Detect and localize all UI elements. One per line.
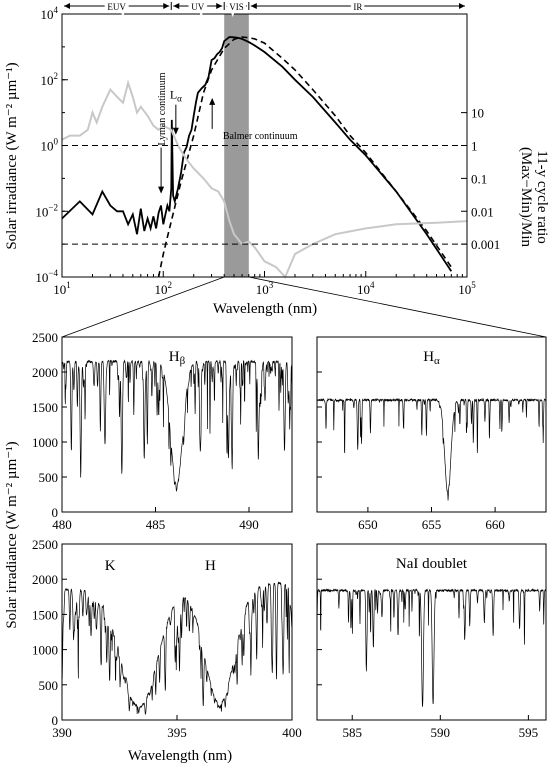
x-tick-label-3-1: 395 — [167, 725, 187, 740]
zoom-connector-right — [248, 276, 547, 338]
x-tick-label-1-1: 485 — [146, 517, 166, 532]
band-arrow-right-1 — [216, 3, 223, 9]
panel-title-4: NaI doublet — [396, 556, 468, 572]
lower-y-axis-label: Solar irradiance (W m⁻² µm⁻¹) — [4, 441, 20, 628]
spectrum-series-0 — [61, 36, 453, 272]
x-tick-label-2-1: 655 — [422, 517, 442, 532]
x-tick-label-3-2: 400 — [282, 725, 302, 740]
spectrum-series-1 — [157, 36, 452, 278]
y-tick-label-3-4: 2000 — [32, 572, 58, 587]
main-x-tick-label-4: 105 — [458, 280, 476, 297]
main-x-tick-label-2: 103 — [256, 280, 274, 297]
x-tick-label-4-2: 595 — [519, 725, 539, 740]
ratio-tick-label-3: 0.01 — [471, 204, 494, 219]
panel-line-label-3-0: K — [105, 558, 116, 574]
band-arrow-right-0 — [163, 3, 170, 9]
panel-frame-4 — [316, 543, 547, 721]
band-label-1: UV — [191, 2, 204, 12]
lower-x-axis-label: Wavelength (nm) — [128, 748, 232, 764]
y-tick-label-1-4: 2000 — [32, 365, 58, 380]
y-tick-label-3-0: 0 — [52, 713, 59, 728]
x-tick-label-2-0: 650 — [358, 517, 378, 532]
x-tick-label-4-0: 585 — [342, 725, 362, 740]
h-alpha-panel: 650 655 660 Hα — [316, 336, 547, 532]
band-label-2: VIS — [229, 2, 244, 12]
band-label-3: IR — [353, 2, 362, 12]
spectrum-trace-1 — [61, 359, 293, 493]
x-tick-label-2-2: 660 — [485, 517, 505, 532]
main-x-tick-label-1: 102 — [155, 280, 173, 297]
ratio-axis-label-line1: 11-y cycle ratio — [534, 150, 550, 244]
ratio-tick-label-0: 10 — [471, 106, 484, 121]
band-label-0: EUV — [107, 2, 126, 12]
main-x-axis-label: Wavelength (nm) — [213, 301, 317, 317]
y-tick-label-1-0: 0 — [52, 505, 59, 520]
main-y-tick-label-3: 102 — [41, 71, 59, 88]
band-arrow-left-2 — [226, 3, 233, 9]
annotation-balmer-continuum: Balmer continuum — [223, 131, 298, 142]
main-y-tick-label-4: 104 — [41, 5, 59, 22]
ratio-tick-label-1: 1 — [471, 139, 478, 154]
annotation-lyman-alpha: Lα — [170, 88, 182, 104]
ratio-tick-label-4: 0.001 — [471, 237, 500, 252]
x-tick-label-3-0: 390 — [52, 725, 72, 740]
band-arrow-right-3 — [459, 3, 465, 9]
ratio-axis-label-line2: (Max−Min)/Min — [518, 147, 534, 248]
y-tick-label-3-1: 500 — [39, 678, 59, 693]
panel-title-2: Hα — [423, 349, 440, 367]
ratio-tick-label-2: 0.1 — [471, 171, 487, 186]
main-y-tick-label-2: 100 — [41, 137, 59, 154]
x-tick-label-1-0: 480 — [52, 517, 72, 532]
x-tick-label-4-1: 590 — [431, 725, 451, 740]
spectrum-trace-3 — [61, 581, 293, 715]
y-tick-label-1-2: 1000 — [32, 435, 58, 450]
annotation-lyman-continuum: Lyman continuum — [157, 72, 168, 145]
main-x-tick-label-3: 104 — [357, 280, 375, 297]
y-tick-label-3-2: 1000 — [32, 643, 58, 658]
y-tick-label-1-5: 2500 — [32, 330, 58, 345]
lyman-alpha-arrow-head — [172, 127, 179, 135]
zoom-connector-left — [61, 276, 225, 338]
lyman-arrow-head — [158, 186, 165, 194]
y-tick-label-3-5: 2500 — [32, 537, 58, 552]
main-y-tick-label-0: 10−4 — [35, 268, 58, 285]
y-tick-label-1-1: 500 — [39, 470, 59, 485]
na-doublet-panel: 585 590 595 NaI doublet — [316, 543, 547, 740]
band-arrow-left-1 — [173, 3, 180, 9]
spectrum-trace-4 — [316, 588, 547, 707]
panel-title-1: Hβ — [169, 349, 186, 367]
band-arrow-right-2 — [240, 3, 247, 9]
main-y-axis-label: Solar irradiance (W m⁻² µm⁻¹) — [4, 62, 20, 249]
panel-line-label-3-1: H — [205, 558, 216, 574]
band-arrow-left-0 — [64, 3, 70, 9]
main-x-tick-label-0: 101 — [53, 280, 71, 297]
main-spectrum-panel: 101 102 103 104 10510−410−21001021041010.10.… — [35, 0, 547, 338]
ca-kh-panel: 390 395 400 0 500 1000 1500 2000 2500 K H — [32, 537, 302, 740]
band-arrow-left-3 — [250, 3, 257, 9]
spectrum-trace-2 — [316, 397, 547, 501]
panel-frame-1 — [61, 336, 293, 513]
y-tick-label-1-3: 1500 — [32, 400, 58, 415]
spectrum-series-2 — [61, 79, 468, 279]
main-y-tick-label-1: 10−2 — [35, 202, 58, 219]
balmer-arrow-head — [209, 97, 216, 105]
h-beta-panel: 480 485 490 0 500 1000 1500 2000 2500 Hβ — [32, 330, 293, 532]
y-tick-label-3-3: 1500 — [32, 607, 58, 622]
x-tick-label-1-2: 490 — [239, 517, 259, 532]
